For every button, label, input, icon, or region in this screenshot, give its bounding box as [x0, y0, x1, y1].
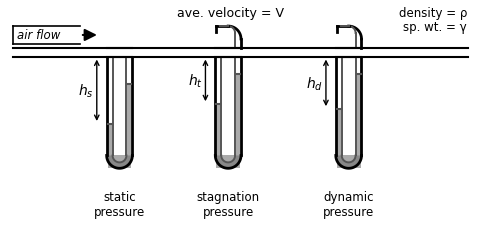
Text: sp. wt. = γ: sp. wt. = γ [403, 20, 466, 34]
Text: $h_s$: $h_s$ [78, 82, 94, 99]
Text: ave. velocity = V: ave. velocity = V [176, 7, 283, 20]
Polygon shape [335, 156, 361, 169]
Polygon shape [215, 156, 240, 169]
Text: static
pressure: static pressure [94, 190, 145, 218]
Polygon shape [107, 156, 132, 169]
Text: density = ρ: density = ρ [398, 7, 466, 20]
Text: $h_t$: $h_t$ [187, 72, 202, 90]
Text: $h_d$: $h_d$ [305, 75, 322, 92]
Text: dynamic
pressure: dynamic pressure [323, 190, 373, 218]
Text: stagnation
pressure: stagnation pressure [196, 190, 259, 218]
Text: air flow: air flow [17, 29, 60, 42]
